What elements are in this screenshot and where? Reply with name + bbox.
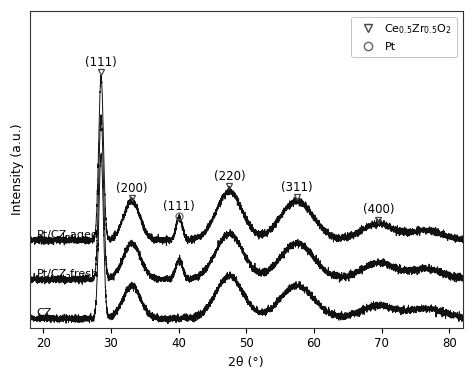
- Text: (200): (200): [116, 182, 147, 195]
- Text: (111): (111): [85, 56, 117, 69]
- Y-axis label: Intensity (a.u.): Intensity (a.u.): [11, 124, 24, 215]
- Text: (220): (220): [214, 170, 245, 183]
- Text: Pt/CZ-fresh: Pt/CZ-fresh: [36, 269, 99, 279]
- Text: (311): (311): [281, 180, 313, 194]
- Text: Pt/CZ-aged: Pt/CZ-aged: [36, 230, 99, 239]
- Legend: Ce$_{0.5}$Zr$_{0.5}$O$_2$, Pt: Ce$_{0.5}$Zr$_{0.5}$O$_2$, Pt: [351, 17, 457, 57]
- Text: CZ: CZ: [36, 308, 52, 318]
- X-axis label: 2θ (°): 2θ (°): [228, 356, 264, 369]
- Text: (111): (111): [164, 200, 195, 213]
- Text: (400): (400): [363, 203, 394, 216]
